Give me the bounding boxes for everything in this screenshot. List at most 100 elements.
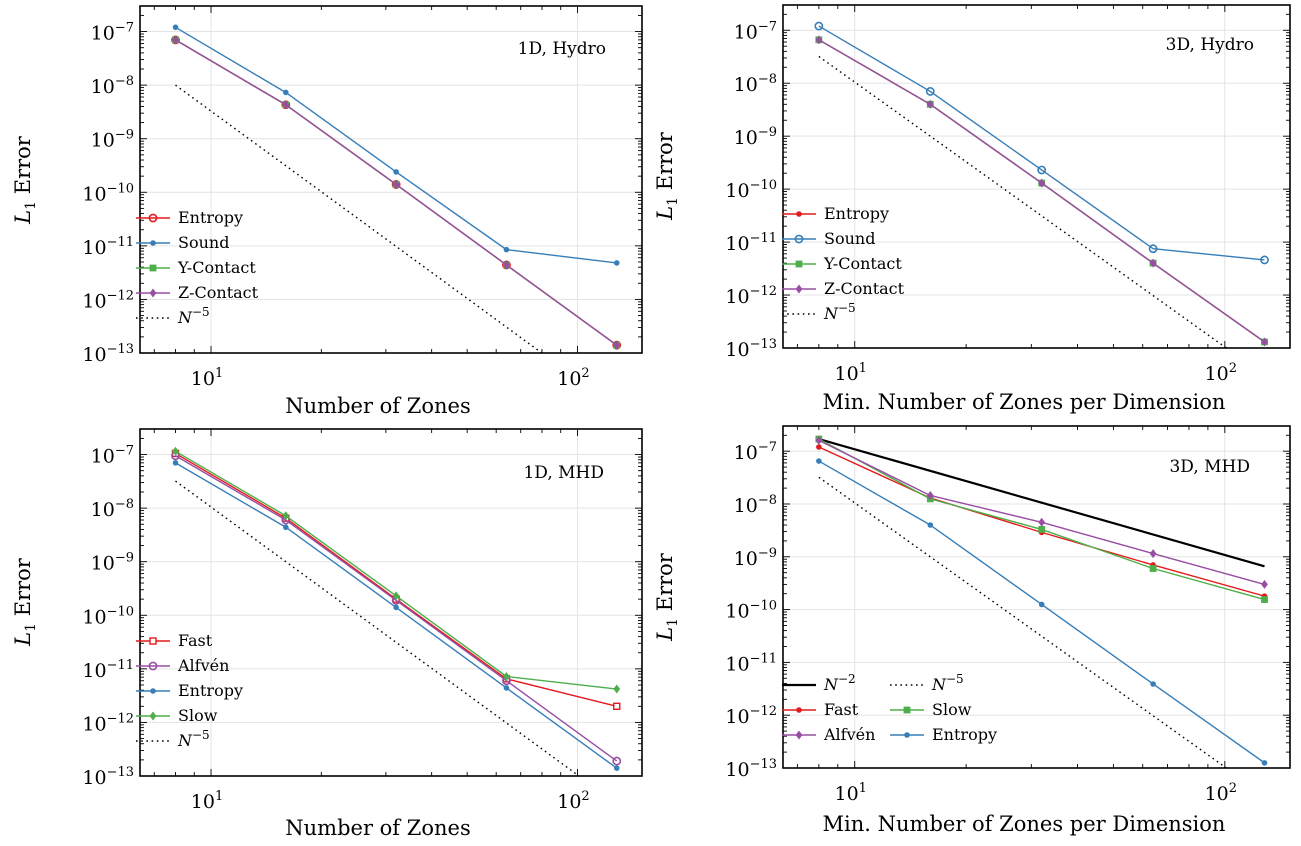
data-point (815, 35, 823, 45)
legend-label: N−5 (177, 728, 210, 750)
y-tick-label: 10−9 (91, 551, 134, 575)
y-tick-label: 10−11 (725, 651, 777, 675)
legend-label: Fast (824, 700, 859, 719)
series-n-5 (175, 480, 581, 776)
data-point (613, 684, 621, 694)
y-tick-label: 10−7 (734, 440, 777, 464)
legend-item-fast: Fast (136, 631, 213, 650)
data-point (927, 522, 934, 528)
y-tick-label: 10−12 (82, 711, 134, 735)
panel-annotation: 1D, MHD (523, 463, 604, 483)
y-tick-label: 10−13 (725, 757, 777, 781)
legend-label: Slow (178, 706, 218, 725)
data-point (503, 685, 510, 691)
data-point (1261, 337, 1268, 347)
legend-label: Entropy (178, 208, 243, 227)
data-point (282, 511, 290, 521)
data-point (816, 458, 822, 464)
y-tick-label: 10−8 (734, 72, 777, 96)
x-tick-label: 101 (834, 361, 866, 385)
plot-area (171, 24, 622, 353)
data-point (1149, 549, 1157, 559)
data-point (172, 446, 179, 456)
legend-marker (795, 730, 803, 740)
legend-marker (149, 637, 157, 645)
series-entropy (816, 458, 1268, 766)
legend-label: Y-Contact (177, 258, 256, 277)
legend-marker (148, 213, 158, 223)
legend-marker (149, 711, 157, 721)
series-z-contact (172, 35, 621, 350)
legend-label: Fast (178, 631, 213, 650)
axis-ticks (783, 425, 1290, 769)
data-point (283, 89, 289, 96)
legend-item-alfv-n: Alfvén (782, 725, 875, 744)
plot-area (814, 21, 1269, 348)
legend-marker (149, 288, 157, 298)
y-tick-label: 10−8 (734, 493, 777, 517)
legend-label: N−5 (177, 305, 210, 327)
data-point (172, 24, 179, 31)
y-axis-label: L1 Error (11, 135, 39, 225)
legend-marker (796, 211, 802, 217)
series-slow-line (175, 450, 617, 690)
plot-frame (782, 4, 1291, 349)
y-tick-label: 10−10 (725, 178, 777, 202)
legend-label: Y-Contact (823, 254, 902, 273)
legend-item-n-5: N−5 (136, 305, 210, 327)
series-sound (814, 21, 1269, 265)
y-tick-label: 10−8 (91, 497, 134, 521)
data-point (1037, 165, 1047, 175)
legend-label: Z-Contact (178, 283, 259, 302)
y-tick-label: 10−12 (725, 704, 777, 728)
grid (140, 429, 642, 777)
panel-annotation: 1D, Hydro (518, 39, 606, 59)
legend-item-n-5: N−5 (136, 728, 210, 750)
legend-item-n-5: N−5 (890, 672, 964, 694)
plot-frame (139, 5, 643, 354)
x-axis-label: Number of Zones (285, 816, 470, 840)
data-point (503, 246, 510, 253)
legend-item-entropy: Entropy (136, 681, 243, 700)
series-n-2-line (818, 437, 1265, 568)
data-point (613, 765, 620, 771)
legend-item-z-contact: Z-Contact (782, 279, 905, 298)
series-sound-line (175, 26, 617, 264)
data-point (1148, 244, 1158, 254)
y-tick-label: 10−9 (91, 128, 134, 152)
y-axis-label: L1 Error (653, 552, 681, 642)
plot-frame (139, 428, 643, 777)
legend-item-sound: Sound (782, 229, 875, 248)
data-point (1150, 681, 1156, 687)
data-point (815, 435, 823, 445)
series-alfv-n (815, 435, 1268, 589)
y-tick-label: 10−11 (82, 658, 134, 682)
series-n-5 (175, 84, 544, 353)
panel-annotation: 3D, MHD (1169, 457, 1250, 477)
data-point (172, 460, 179, 466)
legend-label: Alfvén (177, 656, 229, 675)
data-point (1038, 601, 1045, 608)
legend-item-slow: Slow (890, 700, 972, 719)
plot-frame (782, 425, 1291, 769)
legend-item-fast: Fast (782, 700, 859, 719)
legend-marker (795, 260, 803, 268)
data-point (392, 591, 400, 601)
data-point (814, 21, 824, 31)
chart-panel-1d-hydro: 101 102 10−7 10−8 10−9 10−10 10−11 10−12 10−13 Nu… (11, 5, 643, 418)
x-tick-label: 102 (557, 789, 589, 813)
legend: Fast Alfvén Entropy Slow N−5 (136, 631, 243, 750)
legend-marker (903, 706, 911, 714)
data-point (1261, 760, 1268, 766)
data-point (816, 444, 822, 450)
data-point (1261, 596, 1268, 603)
y-tick-label: 10−7 (734, 19, 777, 43)
data-point (283, 524, 289, 531)
series-entropy-line (818, 460, 1265, 764)
plot-area (171, 446, 622, 776)
data-point (1038, 178, 1046, 188)
legend-marker (148, 661, 158, 671)
series-n-2 (818, 437, 1265, 568)
series-n-5-line (175, 84, 544, 353)
legend-label: N−5 (823, 301, 856, 323)
